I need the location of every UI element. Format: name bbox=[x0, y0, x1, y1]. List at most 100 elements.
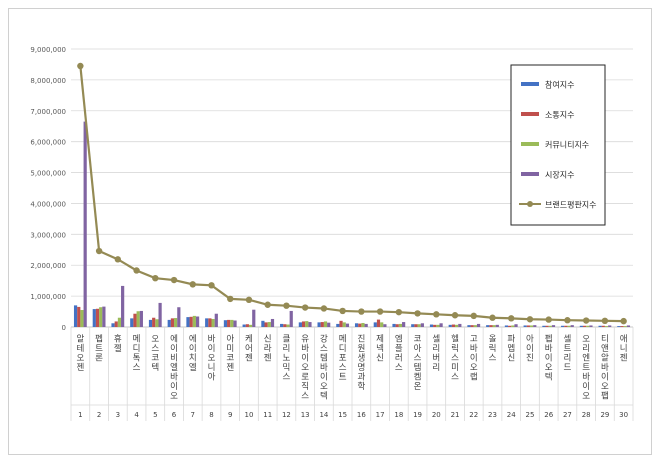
bar-참여지수-13 bbox=[298, 322, 302, 327]
bar-소통지수-17 bbox=[376, 319, 381, 327]
bar-소통지수-6 bbox=[170, 318, 175, 327]
bar-소통지수-1 bbox=[77, 306, 81, 327]
bar-참여지수-2 bbox=[92, 309, 96, 327]
bar-참여지수-21 bbox=[448, 324, 452, 327]
rank-label: 6 bbox=[172, 411, 177, 419]
bar-커뮤니티지수-14 bbox=[323, 321, 328, 327]
bar-참여지수-30 bbox=[617, 326, 621, 327]
bar-커뮤니티지수-18 bbox=[398, 323, 403, 327]
bar-참여지수-10 bbox=[242, 324, 246, 327]
legend-swatch-시장지수 bbox=[521, 172, 539, 176]
bar-시장지수-17 bbox=[383, 324, 387, 327]
bar-참여지수-11 bbox=[261, 320, 265, 327]
chart-svg: 0 1,000,000 2,000,000 3,000,000 4,000,000 5,0… bbox=[30, 46, 634, 421]
bar-시장지수-26 bbox=[551, 325, 556, 327]
brand-point-4 bbox=[133, 267, 140, 274]
rank-label: 10 bbox=[245, 411, 254, 419]
bar-소통지수-27 bbox=[564, 325, 568, 327]
bar-커뮤니티지수-24 bbox=[511, 325, 515, 327]
brand-point-29 bbox=[601, 317, 609, 325]
brand-point-16 bbox=[358, 308, 365, 315]
bar-참여지수-12 bbox=[280, 323, 284, 327]
bar-커뮤니티지수-4 bbox=[136, 311, 140, 327]
bar-소통지수-11 bbox=[264, 322, 268, 327]
bar-커뮤니티지수-16 bbox=[361, 322, 365, 327]
brand-point-27 bbox=[564, 317, 571, 324]
y-tick-label: 5,000,000 bbox=[30, 170, 66, 178]
rank-label: 5 bbox=[153, 411, 157, 419]
brand-point-18 bbox=[395, 308, 403, 316]
bar-소통지수-4 bbox=[133, 313, 137, 327]
rank-label: 29 bbox=[600, 411, 609, 419]
bar-시장지수-30 bbox=[626, 325, 631, 327]
brand-point-28 bbox=[582, 317, 590, 324]
legend-swatch-소통지수 bbox=[521, 112, 539, 116]
rank-label: 15 bbox=[338, 411, 347, 419]
bar-참여지수-9 bbox=[223, 320, 228, 327]
bar-커뮤니티지수-2 bbox=[99, 307, 103, 327]
rank-label: 18 bbox=[394, 411, 403, 419]
brand-point-26 bbox=[545, 316, 552, 323]
brand-point-2 bbox=[95, 247, 103, 255]
bar-커뮤니티지수-8 bbox=[211, 318, 215, 327]
bar-참여지수-25 bbox=[523, 325, 527, 327]
brand-point-19 bbox=[414, 310, 421, 317]
rank-label: 11 bbox=[263, 411, 272, 419]
bar-소통지수-30 bbox=[620, 326, 624, 327]
brand-point-6 bbox=[170, 276, 178, 284]
rank-label: 16 bbox=[357, 411, 366, 419]
rank-label: 22 bbox=[469, 411, 478, 419]
bar-시장지수-18 bbox=[402, 322, 406, 327]
y-tick-label: 2,000,000 bbox=[30, 262, 66, 270]
bar-커뮤니티지수-9 bbox=[230, 319, 234, 327]
bar-소통지수-15 bbox=[339, 320, 343, 327]
bar-참여지수-3 bbox=[111, 323, 115, 327]
y-axis: 0 1,000,000 2,000,000 3,000,000 4,000,000 5,0… bbox=[30, 46, 66, 332]
y-tick-label: 0 bbox=[62, 324, 66, 332]
bar-시장지수-5 bbox=[158, 302, 162, 327]
legend-swatch-marker bbox=[527, 201, 533, 207]
bar-시장지수-7 bbox=[195, 316, 200, 327]
bar-소통지수-25 bbox=[526, 325, 530, 327]
bar-시장지수-3 bbox=[121, 285, 125, 327]
bar-소통지수-2 bbox=[95, 308, 100, 327]
bar-시장지수-20 bbox=[439, 323, 443, 327]
bar-참여지수-4 bbox=[130, 318, 134, 327]
bar-소통지수-3 bbox=[114, 321, 118, 327]
brand-point-7 bbox=[189, 281, 196, 288]
y-tick-label: 6,000,000 bbox=[30, 139, 66, 147]
brand-point-23 bbox=[489, 314, 496, 321]
bar-시장지수-27 bbox=[570, 325, 574, 327]
bar-시장지수-10 bbox=[252, 309, 256, 327]
bar-커뮤니티지수-5 bbox=[155, 319, 159, 327]
bar-참여지수-6 bbox=[167, 319, 171, 327]
bar-시장지수-21 bbox=[458, 323, 462, 327]
bar-커뮤니티지수-10 bbox=[248, 324, 253, 327]
brand-point-21 bbox=[451, 312, 459, 319]
bar-참여지수-29 bbox=[598, 325, 602, 327]
bar-참여지수-27 bbox=[561, 325, 565, 327]
bar-시장지수-22 bbox=[476, 323, 481, 327]
chart-frame: 0 1,000,000 2,000,000 3,000,000 4,000,000 5,0… bbox=[8, 8, 652, 455]
bar-커뮤니티지수-7 bbox=[192, 315, 196, 327]
bar-커뮤니티지수-26 bbox=[548, 325, 552, 327]
bar-시장지수-24 bbox=[514, 324, 518, 327]
bar-시장지수-16 bbox=[364, 323, 368, 327]
bar-참여지수-18 bbox=[392, 323, 396, 327]
